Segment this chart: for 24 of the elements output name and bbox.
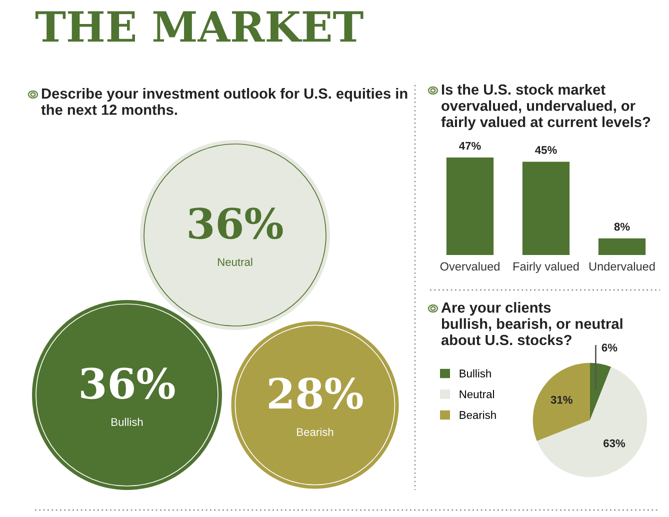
text: THE MARKET	[35, 11, 364, 42]
x-tick-label: Overvalued	[440, 262, 500, 271]
data-label: 8%	[614, 222, 630, 231]
data-label: 6%	[602, 344, 618, 352]
x-tick-label: Fairly valued	[514, 262, 579, 273]
legend-label: Bearish	[460, 410, 496, 419]
pie-slice	[536, 366, 648, 478]
category-label: Bearish	[297, 428, 334, 436]
data-label: 36%	[189, 208, 283, 240]
x-tick-label: Undervalued	[589, 262, 655, 271]
data-label: 31%	[550, 396, 572, 404]
legend-label: Bullish	[460, 369, 491, 378]
data-label: 36%	[81, 368, 175, 400]
legend-label: Neutral	[460, 390, 494, 398]
category-label: Bullish	[112, 418, 143, 426]
data-label: 45%	[535, 146, 557, 154]
data-label: 28%	[269, 378, 363, 410]
pie-slice	[532, 362, 590, 442]
text: Describe your investment outlook for U.S. equities in the next 12 months.	[41, 88, 408, 115]
category-label: Neutral	[218, 258, 252, 266]
chart-title: Is the U.S. stock market overvalued, undervalued, or fairly valued at current levels?	[441, 84, 650, 130]
data-label: 63%	[604, 439, 626, 448]
data-label: 47%	[459, 142, 481, 150]
pie-slice	[590, 362, 612, 420]
